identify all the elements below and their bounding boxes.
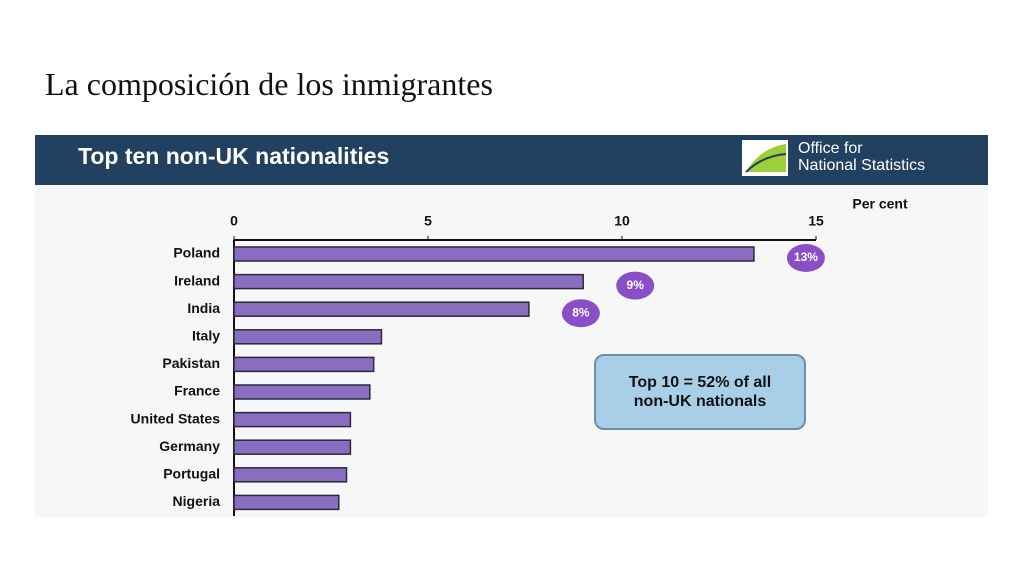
x-tick-label: 5 [424, 213, 432, 229]
y-tick-label: Portugal [163, 466, 220, 482]
bar [233, 467, 348, 483]
value-label: 8% [572, 305, 590, 319]
logo-text: National Statistics [798, 157, 925, 174]
y-tick-label: France [174, 383, 220, 399]
x-tick-label: 15 [808, 213, 824, 229]
axis-label: Per cent [852, 196, 908, 212]
bar [233, 384, 371, 400]
bar [233, 439, 352, 455]
value-label: 13% [794, 250, 818, 264]
annotation: Top 10 = 52% of all non-UK nationals [594, 354, 806, 430]
y-tick-label: United States [131, 410, 221, 426]
bar [233, 329, 383, 345]
slide-title: La composición de los inmigrantes [45, 66, 493, 102]
x-tick-label: 0 [230, 213, 238, 229]
bar [233, 494, 340, 511]
y-tick-label: Poland [173, 245, 220, 261]
bar [233, 246, 755, 262]
y-tick-label: Italy [192, 328, 220, 344]
logo-text: Office for [798, 140, 863, 157]
value-label: 9% [627, 278, 645, 292]
value-label-badge [561, 299, 600, 328]
y-tick-label: India [187, 300, 220, 316]
chart-title: Top ten non-UK nationalities [78, 143, 389, 169]
logo-arc [745, 153, 787, 173]
y-tick-label: Ireland [174, 272, 220, 288]
y-tick-label: Nigeria [173, 493, 221, 509]
value-label-badge [786, 244, 825, 272]
banner [35, 135, 988, 185]
y-tick-label: Germany [159, 438, 220, 454]
bar [233, 301, 530, 317]
x-tick-label: 10 [614, 213, 630, 229]
value-label-badge [616, 271, 655, 300]
bar [233, 356, 375, 373]
bar [233, 411, 352, 428]
y-tick-label: Pakistan [162, 355, 220, 371]
bar [233, 273, 584, 290]
